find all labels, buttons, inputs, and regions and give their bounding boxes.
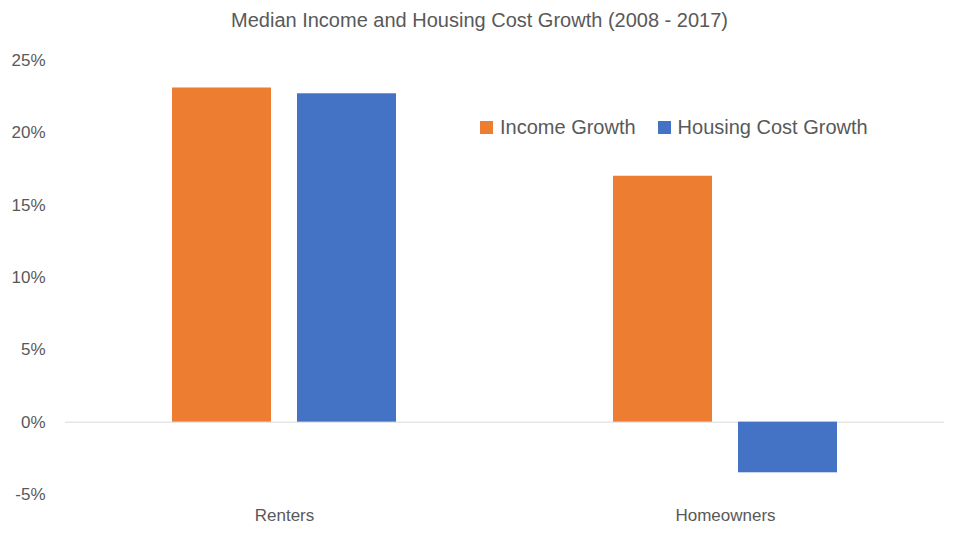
html-text:Median Income and Housing Cost: Median Income and Housing Cost Growth (2… (231, 9, 728, 31)
svg-text:25%: 25% (11, 51, 45, 70)
svg-text:0%: 0% (21, 413, 46, 432)
svg-text:-5%: -5% (15, 485, 45, 504)
svg-text:Homeowners: Homeowners (675, 506, 775, 525)
svg-text:15%: 15% (11, 196, 45, 215)
svg-text:10%: 10% (11, 268, 45, 287)
html-text:Income Growth: Income Growth (500, 116, 636, 138)
svg-text:Renters: Renters (255, 506, 315, 525)
svg-text:20%: 20% (11, 123, 45, 142)
svg-text:5%: 5% (21, 340, 46, 359)
html-text:Housing Cost Growth: Housing Cost Growth (677, 116, 868, 138)
